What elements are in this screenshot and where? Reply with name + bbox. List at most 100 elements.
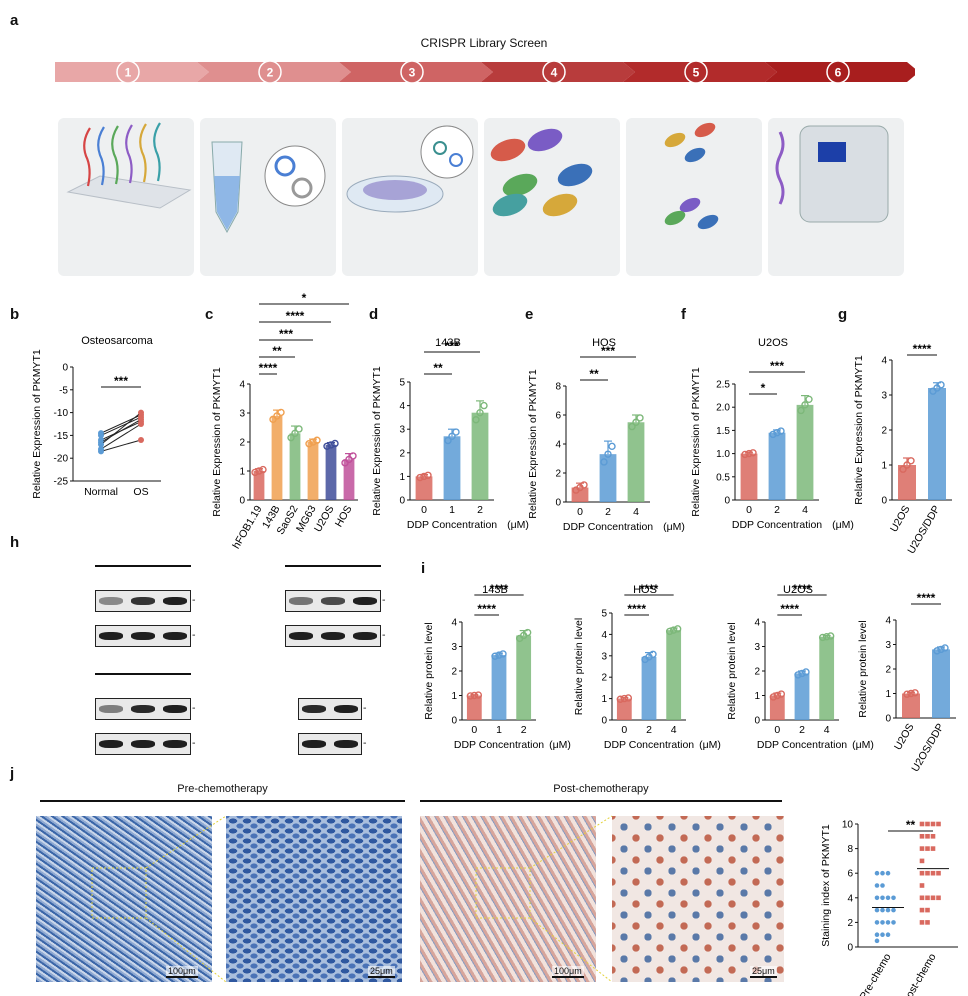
bar bbox=[307, 442, 319, 500]
significance-label: **** bbox=[780, 602, 799, 616]
panel-b-label: b bbox=[10, 306, 20, 323]
post-chemo-point bbox=[925, 920, 930, 925]
data-point bbox=[620, 694, 629, 703]
post-chemo-point bbox=[919, 834, 925, 839]
pre-chemo-point bbox=[885, 932, 891, 937]
x-tick-label: 4 bbox=[633, 506, 639, 518]
post-chemo-point bbox=[919, 920, 925, 925]
bar bbox=[343, 459, 355, 500]
wb-b143-band bbox=[98, 632, 124, 640]
wb-b143-band bbox=[162, 632, 188, 640]
y-tick-label: 2 bbox=[885, 665, 891, 676]
data-point bbox=[777, 690, 786, 698]
post-chemo-point bbox=[919, 870, 925, 876]
chart-f: 0 0.5 1.0 1.5 2.0 2.5 0 2 4 U2OS DDP Concentration… bbox=[690, 337, 854, 531]
data-point bbox=[903, 690, 911, 698]
x-tick-label: 2 bbox=[521, 724, 527, 736]
panel-c-label: c bbox=[205, 306, 214, 323]
data-point bbox=[255, 467, 263, 475]
oligo-strand-icon bbox=[125, 124, 133, 184]
y-axis-label: Relative protein level bbox=[573, 618, 585, 715]
x-tick-label: 0 bbox=[577, 506, 583, 518]
bar bbox=[415, 476, 433, 500]
significance-label: **** bbox=[640, 582, 659, 596]
wb-hos-kda-marker: - bbox=[192, 737, 196, 749]
step-2-circle bbox=[258, 60, 282, 84]
y-tick-label: 4 bbox=[754, 618, 760, 629]
pre-chemo-point bbox=[880, 895, 885, 901]
x-axis-unit: (μM) bbox=[852, 739, 874, 751]
y-tick-label: -25 bbox=[54, 477, 69, 488]
pair-line bbox=[100, 416, 142, 436]
bar bbox=[898, 465, 916, 500]
bar bbox=[796, 404, 814, 500]
virus-icon bbox=[449, 153, 463, 167]
post-chemo-point bbox=[919, 907, 925, 913]
x-axis-label: DDP Concentration bbox=[407, 519, 497, 531]
x-tick-label: 4 bbox=[802, 504, 808, 516]
data-point bbox=[822, 633, 831, 641]
data-point bbox=[499, 650, 507, 658]
wb-u2os-band bbox=[320, 597, 346, 605]
post-chemo-point bbox=[936, 870, 941, 876]
y-axis-label: Relative Expression of PKMYT1 bbox=[31, 349, 43, 499]
data-point bbox=[798, 669, 806, 678]
y-tick-label: 4 bbox=[555, 440, 561, 451]
pre-chemo-point bbox=[874, 883, 880, 888]
oligo-strand-icon bbox=[153, 122, 161, 182]
post-chemo-point bbox=[925, 907, 930, 913]
bar bbox=[641, 656, 657, 720]
y-axis-label: Relative protein level bbox=[857, 620, 869, 717]
data-point bbox=[608, 442, 616, 451]
x-axis-unit: (μM) bbox=[663, 521, 685, 533]
data-point bbox=[313, 436, 321, 444]
y-tick-label: 4 bbox=[399, 401, 405, 412]
scale-bar-25-post: 25μm bbox=[750, 966, 777, 978]
pair-line bbox=[100, 412, 142, 445]
y-axis-label: Relative Expression of PKMYT1 bbox=[371, 366, 383, 516]
data-point bbox=[287, 433, 295, 442]
y-tick-label: 1 bbox=[885, 689, 891, 700]
significance-label: **** bbox=[490, 582, 509, 596]
significance-label: *** bbox=[770, 359, 784, 373]
data-point bbox=[769, 430, 777, 439]
pair-line bbox=[100, 419, 142, 443]
data-point bbox=[769, 693, 778, 701]
treated-cell-icon bbox=[697, 214, 719, 230]
step-illustrations bbox=[66, 122, 889, 234]
panel-g-label: g bbox=[838, 306, 848, 323]
y-tick-label: 4 bbox=[885, 616, 891, 627]
x-tick-label: 2 bbox=[799, 724, 805, 736]
data-point bbox=[480, 401, 488, 410]
data-point bbox=[907, 689, 915, 698]
data-point bbox=[773, 429, 781, 437]
wb-hos-band bbox=[98, 705, 124, 713]
oligo-strand-icon bbox=[83, 127, 91, 187]
wb-resist-band bbox=[301, 740, 327, 748]
data-point bbox=[749, 449, 757, 457]
x-axis-unit: (μM) bbox=[507, 519, 529, 531]
post-chemo-ihc-overview bbox=[420, 816, 596, 982]
data-point bbox=[777, 427, 785, 435]
y-tick-label: 1.0 bbox=[716, 449, 730, 460]
os-point bbox=[138, 436, 144, 443]
step-1-circle bbox=[116, 60, 140, 84]
wb-resist-band bbox=[333, 705, 359, 713]
x-tick-label: 4 bbox=[824, 724, 830, 736]
data-point bbox=[669, 626, 678, 634]
bar bbox=[932, 649, 950, 718]
wb-u2os-title-rule bbox=[285, 565, 381, 567]
x-tick-label: 2 bbox=[477, 504, 483, 516]
y-tick-label: 1 bbox=[399, 472, 405, 483]
pair-line bbox=[100, 439, 142, 452]
y-tick-label: 0 bbox=[451, 716, 457, 727]
data-point bbox=[794, 671, 802, 679]
os-point bbox=[138, 416, 144, 423]
data-point bbox=[424, 471, 432, 479]
wb-resist-kda-marker: - bbox=[363, 702, 367, 714]
wb-b143-kda-marker: - bbox=[192, 594, 196, 606]
wb-hos-band bbox=[98, 740, 124, 748]
significance-label: **** bbox=[286, 309, 305, 323]
step-1-number: 1 bbox=[125, 66, 132, 80]
